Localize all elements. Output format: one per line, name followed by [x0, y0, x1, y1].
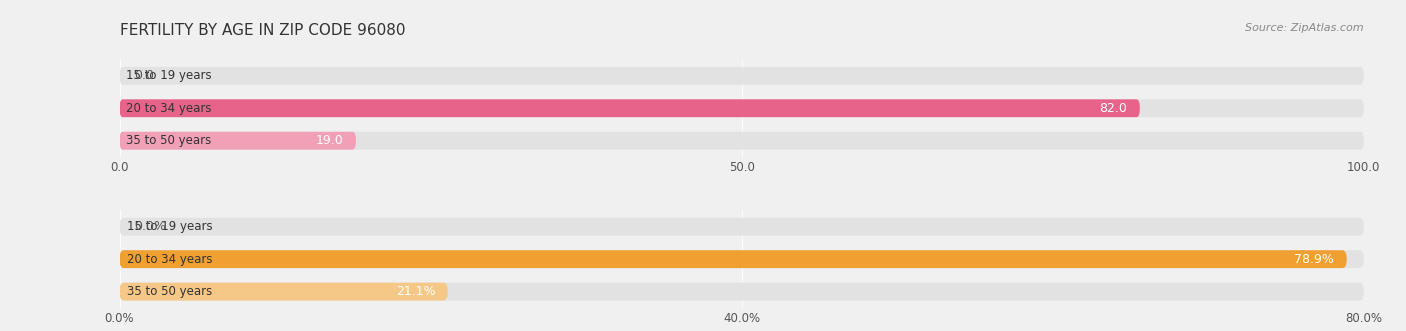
FancyBboxPatch shape	[120, 132, 1364, 150]
FancyBboxPatch shape	[120, 132, 356, 150]
Text: FERTILITY BY AGE IN ZIP CODE 96080: FERTILITY BY AGE IN ZIP CODE 96080	[120, 23, 405, 38]
Text: 20 to 34 years: 20 to 34 years	[128, 253, 212, 266]
FancyBboxPatch shape	[120, 250, 1347, 268]
Text: 78.9%: 78.9%	[1295, 253, 1334, 266]
Text: 35 to 50 years: 35 to 50 years	[125, 134, 211, 147]
FancyBboxPatch shape	[120, 283, 447, 301]
FancyBboxPatch shape	[120, 99, 1140, 117]
Text: 19.0: 19.0	[316, 134, 343, 147]
Text: 0.0: 0.0	[135, 69, 155, 82]
Text: 21.1%: 21.1%	[395, 285, 436, 298]
Text: 0.0%: 0.0%	[135, 220, 166, 233]
FancyBboxPatch shape	[120, 99, 1364, 117]
Text: Source: ZipAtlas.com: Source: ZipAtlas.com	[1246, 23, 1364, 33]
Text: 15 to 19 years: 15 to 19 years	[128, 220, 212, 233]
FancyBboxPatch shape	[120, 67, 1364, 85]
Text: 20 to 34 years: 20 to 34 years	[125, 102, 211, 115]
Text: 35 to 50 years: 35 to 50 years	[128, 285, 212, 298]
Text: 82.0: 82.0	[1099, 102, 1128, 115]
FancyBboxPatch shape	[120, 218, 1364, 236]
Text: 15 to 19 years: 15 to 19 years	[125, 69, 211, 82]
FancyBboxPatch shape	[120, 250, 1364, 268]
FancyBboxPatch shape	[120, 283, 1364, 301]
